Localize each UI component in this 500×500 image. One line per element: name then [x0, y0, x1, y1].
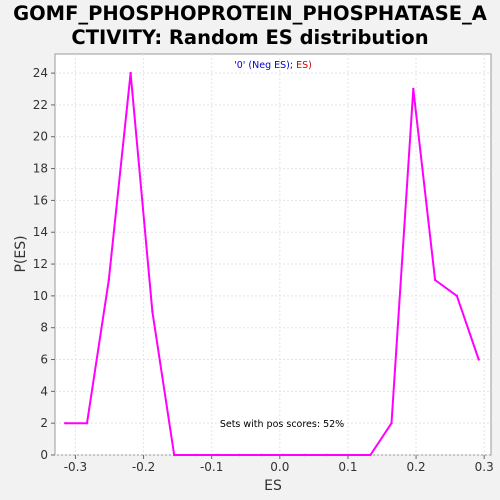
legend-neg-label: '0' (Neg ES) [234, 60, 290, 71]
y-axis-label: P(ES) [13, 235, 29, 272]
data-point [173, 453, 176, 457]
legend-pos-label: ES) [293, 60, 312, 71]
data-point [325, 453, 329, 457]
legend-separator: ; [290, 60, 293, 71]
x-tick-label: 0.2 [407, 460, 426, 474]
data-point [260, 453, 263, 457]
data-point [303, 453, 307, 457]
data-point [64, 421, 67, 425]
axes: -0.3 -0.2 -0.1 0.0 0.1 0.2 0.30246810121416182… [33, 66, 494, 474]
data-point [238, 453, 241, 457]
y-tick-label: 22 [33, 98, 48, 112]
data-point [477, 358, 480, 361]
data-point [85, 421, 89, 425]
data-point [282, 453, 285, 457]
x-tick-label: 0.3 [475, 460, 494, 474]
x-tick-label: 0.0 [270, 460, 289, 474]
y-tick-label: 8 [40, 321, 48, 335]
y-tick-label: 4 [40, 384, 48, 398]
pos-score-annotation: Sets with pos scores: 52% [220, 419, 344, 430]
chart-title-line-1: GOMF_PHOSPHOPROTEIN_PHOSPHATASE_A [13, 2, 487, 25]
data-point [455, 294, 459, 298]
x-tick-label: -0.3 [64, 460, 87, 474]
y-tick-label: 12 [33, 257, 48, 271]
chart-title: GOMF_PHOSPHOPROTEIN_PHOSPHATASE_A CTIVIT… [0, 2, 500, 50]
y-tick-label: 14 [33, 225, 48, 239]
data-point [412, 87, 415, 91]
y-tick-label: 2 [40, 416, 48, 430]
chart-title-line-2: CTIVITY: Random ES distribution [71, 26, 429, 49]
data-point [216, 453, 220, 457]
data-point [390, 421, 393, 425]
y-tick-label: 6 [40, 353, 48, 367]
series-layer [64, 71, 480, 457]
data-point [129, 71, 132, 75]
y-tick-label: 10 [33, 289, 48, 303]
data-point [107, 278, 111, 282]
grid [55, 54, 491, 456]
x-axis-label: ES [264, 478, 282, 494]
y-tick-label: 0 [40, 448, 48, 462]
data-point [369, 453, 372, 457]
x-tick-label: -0.1 [200, 460, 223, 474]
y-tick-label: 20 [33, 130, 48, 144]
data-point [433, 278, 437, 282]
x-tick-label: 0.1 [338, 460, 357, 474]
plot-area [54, 53, 492, 456]
legend: '0' (Neg ES); ES) [234, 60, 312, 71]
data-point [194, 453, 198, 457]
y-tick-label: 24 [33, 66, 48, 80]
series-line [65, 72, 480, 456]
x-tick-label: -0.2 [132, 460, 155, 474]
y-tick-label: 18 [33, 162, 48, 176]
y-tick-label: 16 [33, 193, 48, 207]
data-point [151, 310, 154, 313]
data-point [347, 453, 350, 457]
